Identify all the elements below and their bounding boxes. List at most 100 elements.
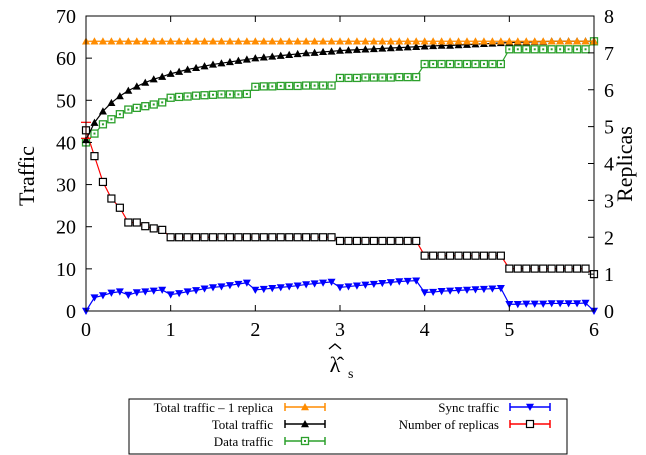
data-point-total-traffic-1-replica [251, 37, 260, 45]
y-right-tick-label: 5 [604, 117, 614, 139]
data-point-number-of-replicas [335, 236, 345, 246]
series-number-of-replicas [81, 126, 599, 279]
y-axis-right-title: Replicas [612, 126, 637, 202]
data-point-sync-traffic [361, 281, 370, 289]
data-point-number-of-replicas [242, 233, 251, 242]
data-point-data-traffic-dot [406, 76, 409, 79]
data-point-data-traffic-dot [212, 93, 214, 96]
data-point-data-traffic-dot [474, 63, 477, 66]
data-point-total-traffic [200, 62, 209, 70]
data-point-total-traffic [285, 50, 294, 58]
data-point-total-traffic-1-replica [285, 37, 294, 45]
data-point-number-of-replicas [158, 225, 167, 234]
data-point-total-traffic-1-replica [369, 37, 378, 45]
x-axis-title-hat [328, 343, 342, 350]
data-point-total-traffic [166, 69, 175, 77]
data-point-total-traffic [361, 45, 370, 53]
data-point-total-traffic [437, 41, 446, 49]
data-point-sync-traffic [98, 292, 107, 300]
data-point-total-traffic-1-replica [429, 37, 438, 45]
data-point-data-traffic-dot [118, 113, 121, 116]
data-point-data-traffic-dot [339, 76, 341, 79]
data-point-total-traffic-1-replica [242, 37, 251, 45]
data-point-total-traffic-1-replica [344, 37, 353, 45]
data-point-number-of-replicas [90, 152, 99, 161]
data-point-data-traffic-dot [178, 95, 181, 98]
data-point-sync-traffic [276, 284, 285, 292]
data-point-data-traffic-dot [347, 76, 350, 79]
legend-key-total [284, 420, 326, 428]
data-point-sync-traffic [209, 284, 217, 292]
data-point-sync-traffic [336, 284, 344, 292]
data-point-sync-traffic [395, 278, 404, 286]
data-point-data-traffic-dot [305, 84, 308, 87]
data-point-sync-traffic [437, 287, 446, 296]
data-point-total-traffic [175, 67, 184, 75]
data-point-number-of-replicas [268, 233, 277, 242]
legend-marker [301, 420, 309, 428]
data-point-sync-traffic [369, 280, 378, 289]
data-point-total-traffic-1-replica [268, 37, 277, 45]
data-point-total-traffic-1-replica [107, 37, 116, 45]
data-point-data-traffic-dot [516, 48, 519, 51]
data-point-total-traffic-1-replica [217, 37, 226, 45]
data-point-total-traffic [124, 86, 133, 94]
data-point-sync-traffic [573, 300, 582, 308]
data-point-total-traffic [209, 60, 217, 68]
data-point-total-traffic [293, 49, 302, 58]
data-point-data-traffic-dot [381, 76, 384, 79]
data-point-sync-traffic [124, 291, 133, 299]
data-point-number-of-replicas [437, 251, 446, 260]
data-point-number-of-replicas [344, 236, 353, 246]
data-point-total-traffic [98, 107, 107, 115]
data-point-sync-traffic [234, 280, 243, 289]
data-point-data-traffic-dot [559, 48, 562, 51]
data-point-data-traffic-dot [499, 63, 502, 66]
legend-label-total: Total traffic [212, 417, 274, 432]
series-total-traffic-1-replica [82, 37, 598, 45]
data-point-total-traffic-1-replica [141, 37, 150, 45]
data-point-number-of-replicas [225, 233, 235, 242]
data-point-total-traffic [412, 42, 421, 50]
data-point-number-of-replicas [471, 251, 480, 260]
plot-area [81, 37, 599, 315]
data-point-number-of-replicas [530, 264, 539, 273]
series-line-data-traffic [85, 40, 595, 143]
data-point-total-traffic-1-replica [479, 37, 488, 45]
data-point-number-of-replicas [98, 177, 108, 187]
data-point-data-traffic-dot [237, 93, 240, 96]
x-tick-label: 4 [420, 319, 430, 341]
data-point-total-traffic-1-replica [471, 37, 480, 45]
data-point-sync-traffic [564, 300, 573, 308]
data-point-total-traffic-1-replica [378, 37, 387, 45]
y-left-tick-label: 60 [56, 48, 76, 70]
data-point-data-traffic-dot [457, 63, 460, 66]
data-point-total-traffic [454, 41, 463, 49]
legend-marker-dot [304, 440, 306, 442]
data-point-total-traffic [327, 47, 336, 55]
data-point-number-of-replicas [276, 233, 285, 242]
data-point-total-traffic-1-replica [539, 37, 548, 45]
data-point-number-of-replicas [217, 233, 226, 242]
data-point-data-traffic-dot [423, 63, 426, 66]
data-point-total-traffic [310, 48, 319, 56]
data-point-data-traffic-dot [169, 96, 172, 99]
data-point-total-traffic [242, 55, 251, 63]
data-point-number-of-replicas [327, 233, 336, 242]
data-point-data-traffic-dot [279, 84, 282, 87]
data-point-total-traffic-1-replica [200, 37, 209, 45]
data-point-total-traffic [259, 53, 268, 61]
data-point-sync-traffic [149, 287, 158, 295]
data-point-sync-traffic [412, 277, 421, 285]
data-point-total-traffic-1-replica [361, 37, 370, 45]
data-point-total-traffic [352, 45, 361, 53]
data-point-number-of-replicas [318, 233, 328, 242]
legend-label-sync: Sync traffic [438, 400, 499, 415]
data-point-sync-traffic [183, 288, 192, 296]
data-point-data-traffic-dot [482, 63, 485, 66]
data-point-sync-traffic [556, 300, 565, 308]
data-point-number-of-replicas [361, 236, 370, 246]
data-point-number-of-replicas [522, 264, 531, 273]
data-point-number-of-replicas [115, 203, 124, 212]
